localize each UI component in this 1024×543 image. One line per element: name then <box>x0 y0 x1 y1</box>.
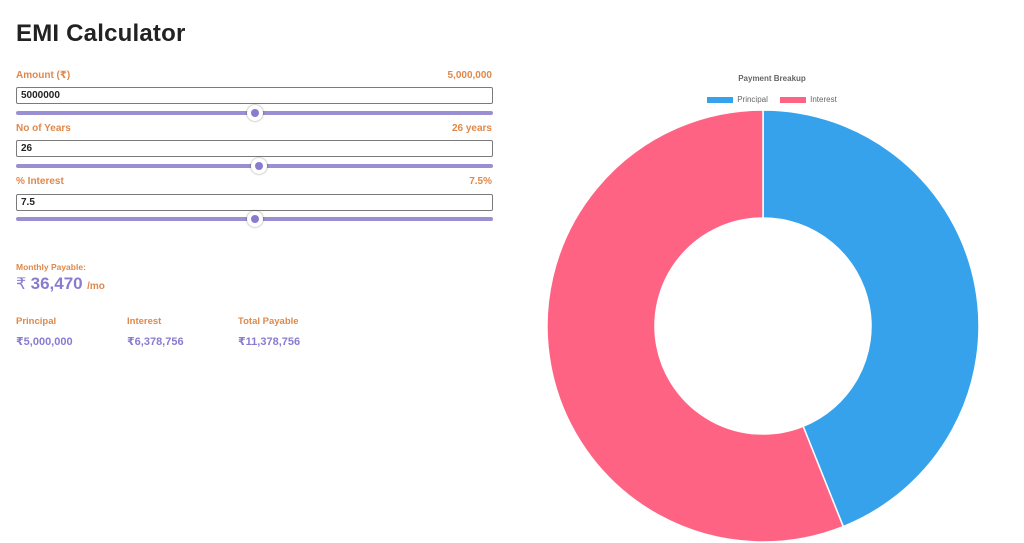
payment-breakup-chart: Payment Breakup Principal Interest <box>520 60 1024 543</box>
monthly-payable-value: ₹ 36,470 /mo <box>16 274 105 294</box>
principal-label: Principal <box>16 316 57 327</box>
donut-slice-interest[interactable] <box>546 109 845 543</box>
years-slider[interactable] <box>16 158 493 174</box>
interest-label: % Interest <box>16 176 64 187</box>
monthly-payable-label: Monthly Payable: <box>16 262 86 272</box>
interest-display-value: 7.5% <box>469 176 492 187</box>
amount-slider[interactable] <box>16 105 493 121</box>
amount-input[interactable] <box>16 87 493 104</box>
principal-value: ₹5,000,000 <box>16 336 73 348</box>
chart-title: Payment Breakup <box>738 74 806 83</box>
legend-item-interest[interactable]: Interest <box>780 95 837 104</box>
amount-slider-thumb[interactable] <box>246 105 263 121</box>
interest-slider-thumb[interactable] <box>246 211 263 227</box>
legend-swatch-interest <box>780 96 807 103</box>
total-payable-label: Total Payable <box>238 316 299 327</box>
monthly-amount: 36,470 <box>30 274 83 293</box>
legend-label-principal: Principal <box>737 95 768 104</box>
years-slider-thumb[interactable] <box>251 158 268 174</box>
interest-slider[interactable] <box>16 211 493 227</box>
legend-swatch-principal <box>707 96 734 103</box>
interest-input[interactable] <box>16 194 493 211</box>
amount-display-value: 5,000,000 <box>447 70 493 81</box>
legend-item-principal[interactable]: Principal <box>707 95 768 104</box>
monthly-unit: /mo <box>87 281 105 292</box>
legend-label-interest: Interest <box>810 95 837 104</box>
interest-total-label: Interest <box>127 316 162 327</box>
years-display-value: 26 years <box>451 123 492 134</box>
interest-total-value: ₹6,378,756 <box>127 336 184 348</box>
amount-label: Amount (₹) <box>16 70 71 81</box>
currency-symbol: ₹ <box>16 276 27 293</box>
donut-slice-principal[interactable] <box>762 109 980 528</box>
years-label: No of Years <box>16 123 71 134</box>
years-input[interactable] <box>16 140 493 157</box>
chart-legend: Principal Interest <box>520 95 1024 104</box>
total-payable-value: ₹11,378,756 <box>238 336 301 348</box>
donut-chart <box>546 109 980 543</box>
page-title: EMI Calculator <box>16 20 186 47</box>
